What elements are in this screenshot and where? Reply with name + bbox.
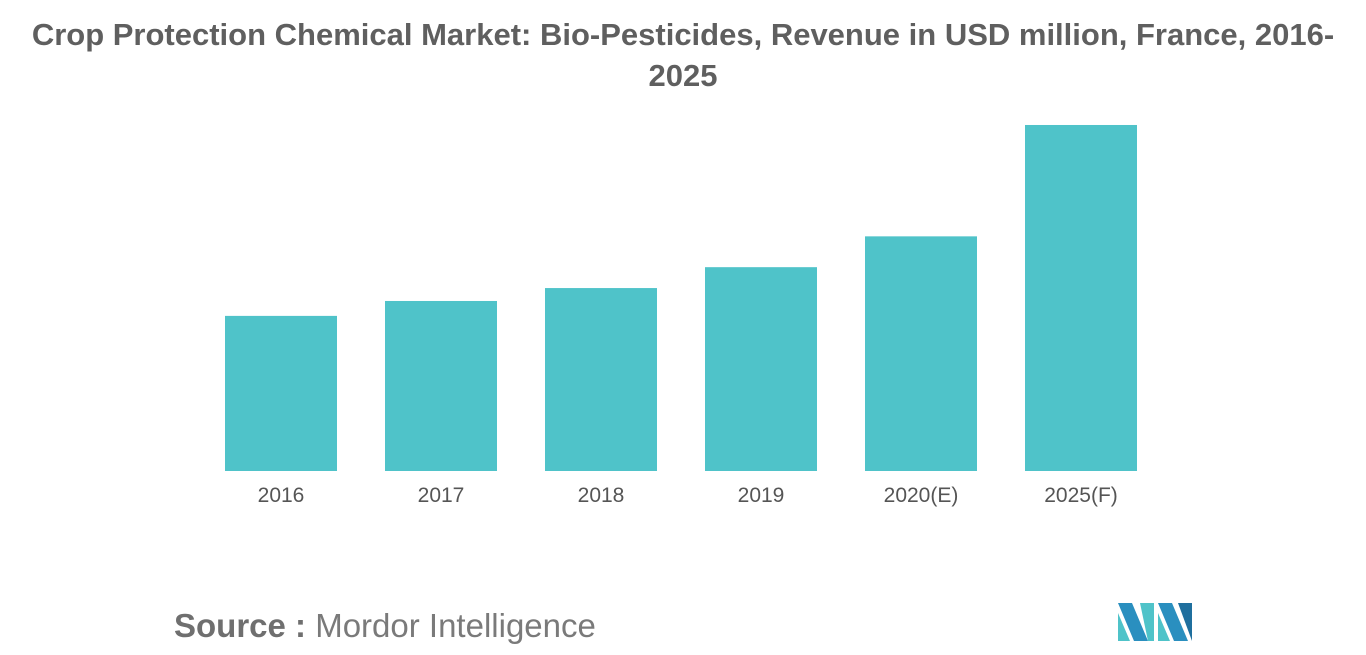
bar-2017 xyxy=(385,300,497,471)
x-tick-label: 2017 xyxy=(418,484,465,507)
bar-2019 xyxy=(705,267,817,471)
x-tick-label: 2019 xyxy=(738,484,785,507)
source-label: Source : xyxy=(174,607,307,644)
x-tick-label: 2025(F) xyxy=(1044,484,1118,507)
bar-2020-e xyxy=(865,236,977,471)
source-value: Mordor Intelligence xyxy=(315,607,596,644)
bar-2025-f xyxy=(1025,124,1137,471)
source-note: Source : Mordor Intelligence xyxy=(174,607,596,645)
chart-title: Crop Protection Chemical Market: Bio-Pes… xyxy=(31,17,1335,93)
x-tick-label: 2020(E) xyxy=(884,484,959,507)
x-tick-label: 2016 xyxy=(258,484,305,507)
mordor-intelligence-logo-icon xyxy=(1118,603,1192,641)
x-tick-label: 2018 xyxy=(578,484,625,507)
x-axis-tick-labels: 2016 2017 2018 2019 2020(E) 2025(F) xyxy=(258,484,1118,507)
bar-2016 xyxy=(225,315,337,471)
bar-2018 xyxy=(545,288,657,471)
bars-group xyxy=(225,124,1137,471)
